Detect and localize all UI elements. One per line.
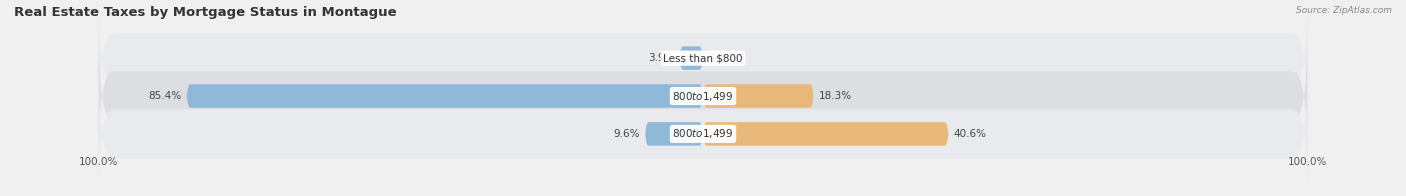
- Text: 9.6%: 9.6%: [613, 129, 640, 139]
- FancyBboxPatch shape: [187, 84, 703, 108]
- Text: 18.3%: 18.3%: [818, 91, 852, 101]
- FancyBboxPatch shape: [703, 84, 814, 108]
- Text: Real Estate Taxes by Mortgage Status in Montague: Real Estate Taxes by Mortgage Status in …: [14, 6, 396, 19]
- FancyBboxPatch shape: [679, 46, 703, 70]
- FancyBboxPatch shape: [645, 122, 703, 146]
- Text: 85.4%: 85.4%: [149, 91, 181, 101]
- Text: 40.6%: 40.6%: [953, 129, 986, 139]
- FancyBboxPatch shape: [98, 64, 1308, 196]
- Text: $800 to $1,499: $800 to $1,499: [672, 127, 734, 140]
- Text: Source: ZipAtlas.com: Source: ZipAtlas.com: [1296, 6, 1392, 15]
- Text: 3.9%: 3.9%: [648, 53, 675, 63]
- Text: 0.0%: 0.0%: [707, 53, 734, 63]
- FancyBboxPatch shape: [98, 26, 1308, 166]
- Text: Less than $800: Less than $800: [664, 53, 742, 63]
- Text: $800 to $1,499: $800 to $1,499: [672, 90, 734, 103]
- FancyBboxPatch shape: [98, 0, 1308, 128]
- FancyBboxPatch shape: [703, 122, 949, 146]
